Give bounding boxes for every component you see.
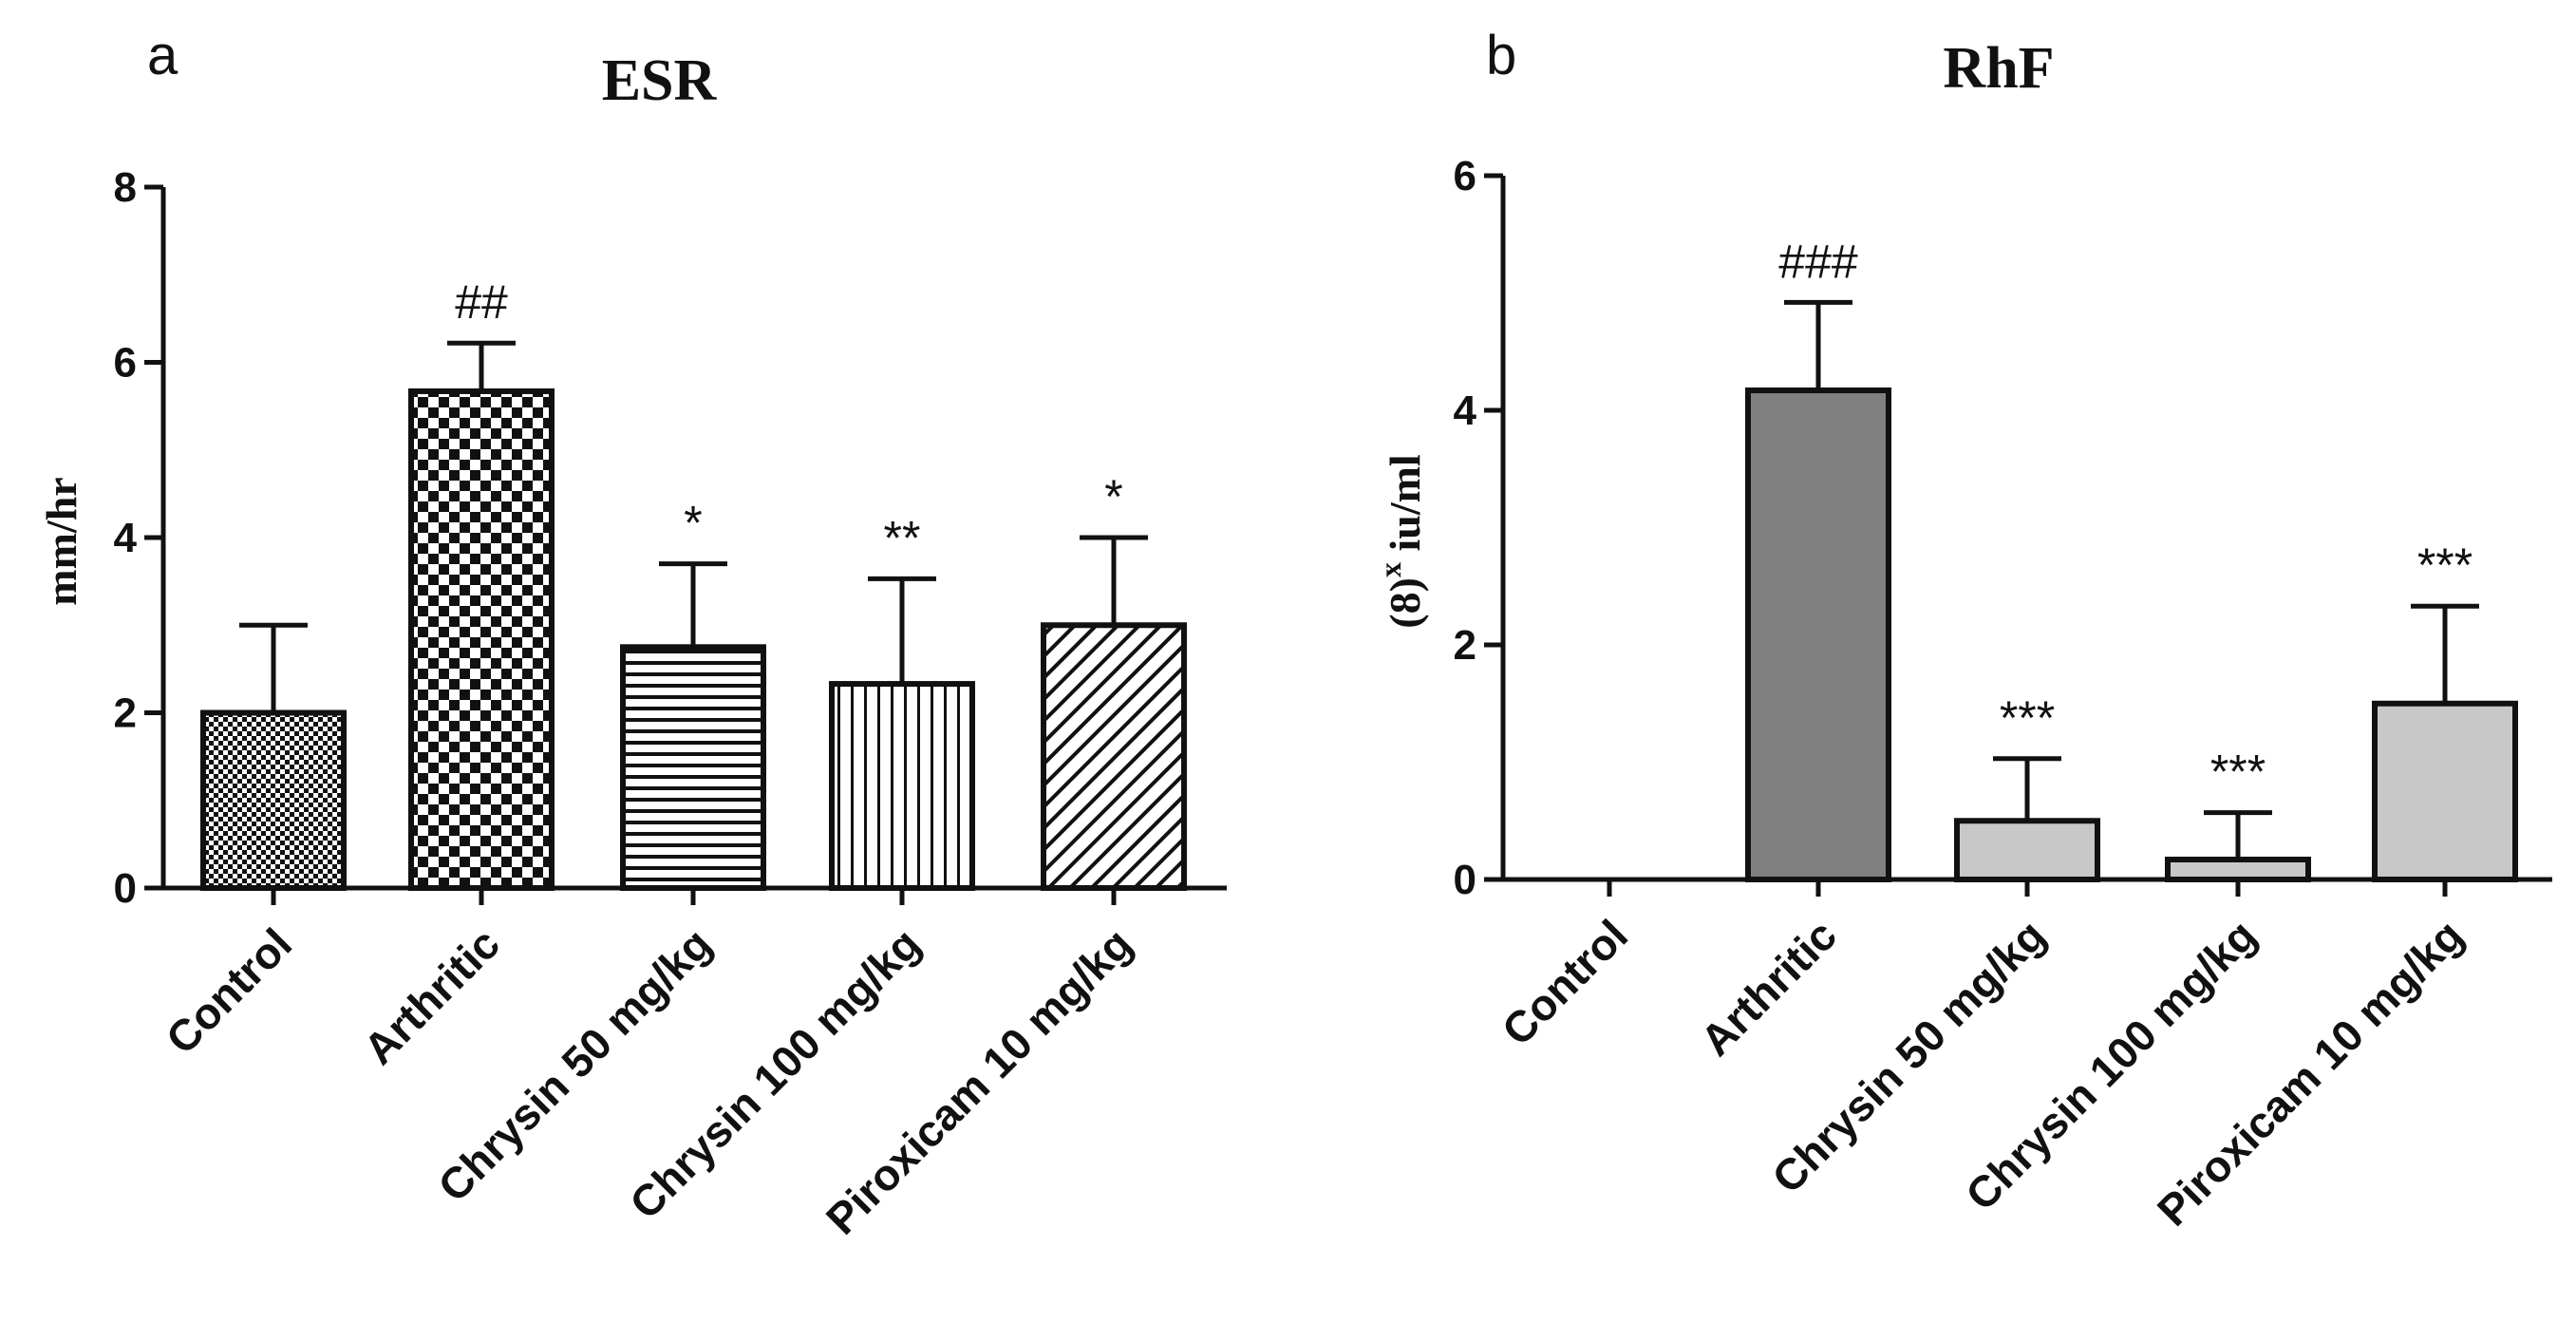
- y-axis-label-b-base: (8): [1381, 577, 1429, 629]
- category-label: Control: [157, 918, 301, 1063]
- y-axis-label-b-rest: iu/ml: [1381, 454, 1429, 562]
- y-axis-label-b-sup: x: [1373, 562, 1407, 577]
- y-tick-label: 8: [114, 164, 137, 211]
- panel-b: b RhF (8)x iu/ml 0 2 4 6 ### *** *** *** Contr…: [1373, 25, 2552, 1236]
- y-tick-label: 2: [114, 690, 137, 737]
- chart-title-a: ESR: [602, 48, 718, 113]
- y-axis-label-a: mm/hr: [37, 477, 85, 605]
- category-label: Arthritic: [1691, 910, 1846, 1065]
- panel-letter-a: a: [147, 25, 179, 86]
- y-tick-label: 0: [114, 865, 137, 912]
- annotations-b: ### *** *** ***: [1778, 235, 2473, 798]
- bars-b: [1745, 387, 2518, 883]
- significance-label: ***: [2417, 539, 2473, 592]
- annotations-a: ##* ***: [455, 275, 1123, 564]
- significance-label: *: [684, 497, 702, 550]
- x-axis-ticks-a: [271, 888, 1117, 905]
- significance-label: ***: [2000, 691, 2055, 745]
- bar: [1041, 622, 1187, 891]
- bar: [2372, 700, 2518, 882]
- bar: [2165, 857, 2311, 883]
- y-tick-label: 2: [1454, 622, 1476, 669]
- y-axis-ticks-b: 0 2 4 6: [1454, 153, 1503, 903]
- significance-label: ###: [1778, 235, 1858, 288]
- bar: [1954, 818, 2100, 882]
- bar: [200, 709, 347, 891]
- chart-title-b: RhF: [1943, 36, 2054, 101]
- error-bars-b: [1784, 299, 2479, 860]
- significance-label: ***: [2210, 746, 2266, 799]
- y-tick-label: 6: [114, 340, 137, 387]
- y-axis-label-b: (8)x iu/ml: [1373, 454, 1429, 628]
- y-axis-ticks-a: 0 2 4 6 8: [114, 164, 163, 912]
- significance-label: *: [1104, 470, 1122, 523]
- y-tick-label: 6: [1454, 153, 1476, 199]
- y-tick-label: 4: [114, 515, 138, 561]
- bar: [620, 644, 766, 891]
- significance-label: ##: [455, 275, 508, 329]
- x-axis-ticks-b: [1607, 879, 2448, 897]
- bar: [829, 681, 975, 891]
- y-tick-label: 0: [1454, 857, 1476, 903]
- significance-label: **: [884, 511, 921, 564]
- category-label: Control: [1493, 910, 1637, 1054]
- panel-letter-b: b: [1486, 25, 1516, 86]
- y-tick-label: 4: [1454, 387, 1477, 434]
- bars-a: [200, 387, 1187, 891]
- bar: [1745, 387, 1891, 882]
- bar: [408, 387, 555, 891]
- error-bars-a: [239, 340, 1148, 713]
- category-label: Arthritic: [354, 918, 509, 1073]
